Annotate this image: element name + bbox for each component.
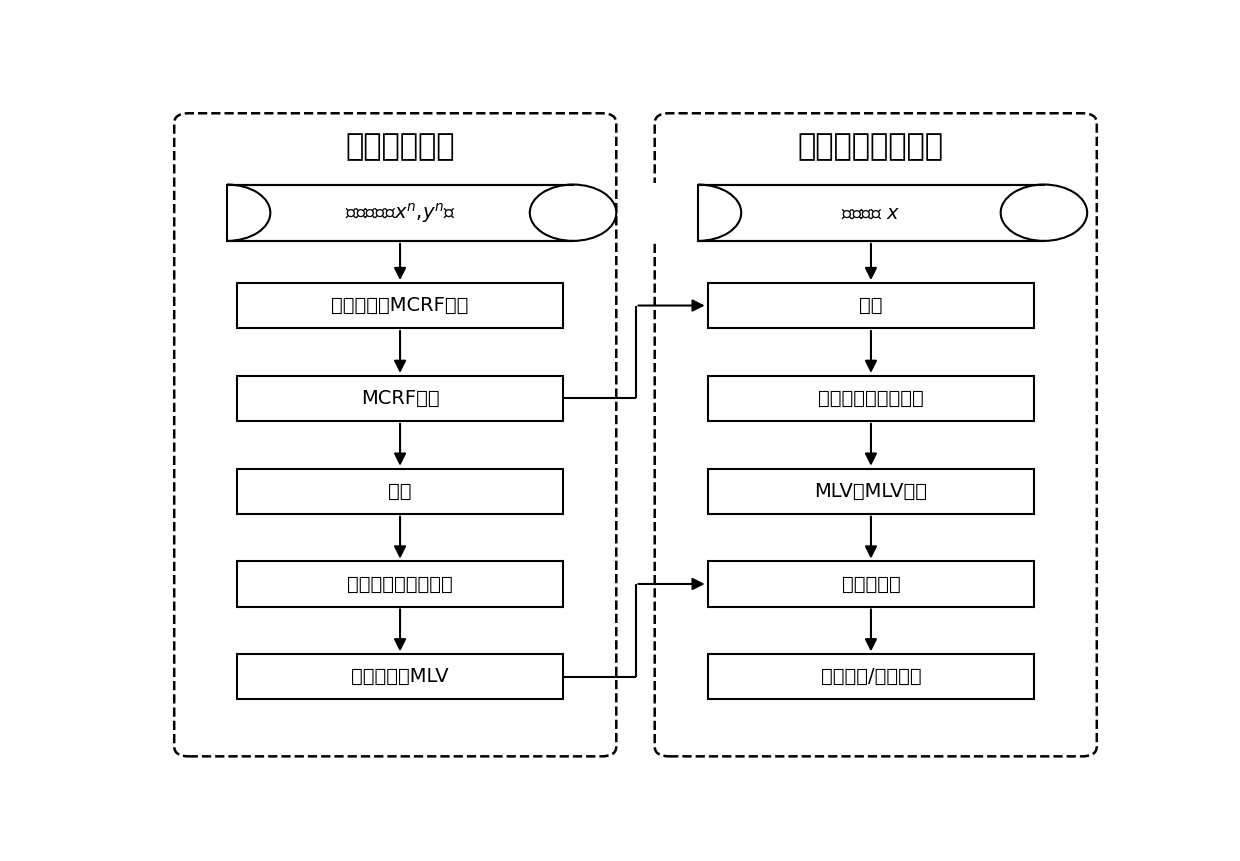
Text: 正常行为的似然向量: 正常行为的似然向量	[347, 574, 453, 593]
Bar	[652, 183, 698, 242]
FancyBboxPatch shape	[237, 283, 563, 328]
FancyBboxPatch shape	[237, 654, 563, 699]
Text: 正常行为（$x^n$,$y^n$）: 正常行为（$x^n$,$y^n$）	[345, 201, 455, 225]
FancyBboxPatch shape	[237, 468, 563, 514]
Text: MLV、MLV索引: MLV、MLV索引	[815, 481, 928, 500]
Ellipse shape	[1001, 184, 1087, 241]
Text: 异常行为识别阶段: 异常行为识别阶段	[799, 132, 944, 161]
FancyBboxPatch shape	[708, 283, 1034, 328]
FancyBboxPatch shape	[237, 561, 563, 606]
FancyBboxPatch shape	[698, 184, 1044, 241]
Text: 测试行为 $x$: 测试行为 $x$	[841, 203, 900, 222]
Ellipse shape	[655, 184, 742, 241]
FancyBboxPatch shape	[237, 375, 563, 421]
Text: 推断: 推断	[859, 296, 883, 315]
FancyBboxPatch shape	[708, 375, 1034, 421]
Text: 各类行为的MLV: 各类行为的MLV	[351, 667, 449, 686]
Ellipse shape	[184, 184, 270, 241]
Text: 模型建立阶段: 模型建立阶段	[345, 132, 455, 161]
Text: 建立、训练MCRF模型: 建立、训练MCRF模型	[331, 296, 469, 315]
Text: 异常行为/正常行为: 异常行为/正常行为	[821, 667, 921, 686]
Text: 测试行为的似然向量: 测试行为的似然向量	[818, 389, 924, 408]
FancyBboxPatch shape	[708, 561, 1034, 606]
Ellipse shape	[529, 184, 616, 241]
FancyBboxPatch shape	[708, 654, 1034, 699]
Text: MCRF模型: MCRF模型	[361, 389, 439, 408]
FancyBboxPatch shape	[708, 468, 1034, 514]
Bar	[182, 183, 227, 242]
Text: 推断: 推断	[388, 481, 412, 500]
FancyBboxPatch shape	[227, 184, 573, 241]
Text: 比较并评估: 比较并评估	[842, 574, 900, 593]
